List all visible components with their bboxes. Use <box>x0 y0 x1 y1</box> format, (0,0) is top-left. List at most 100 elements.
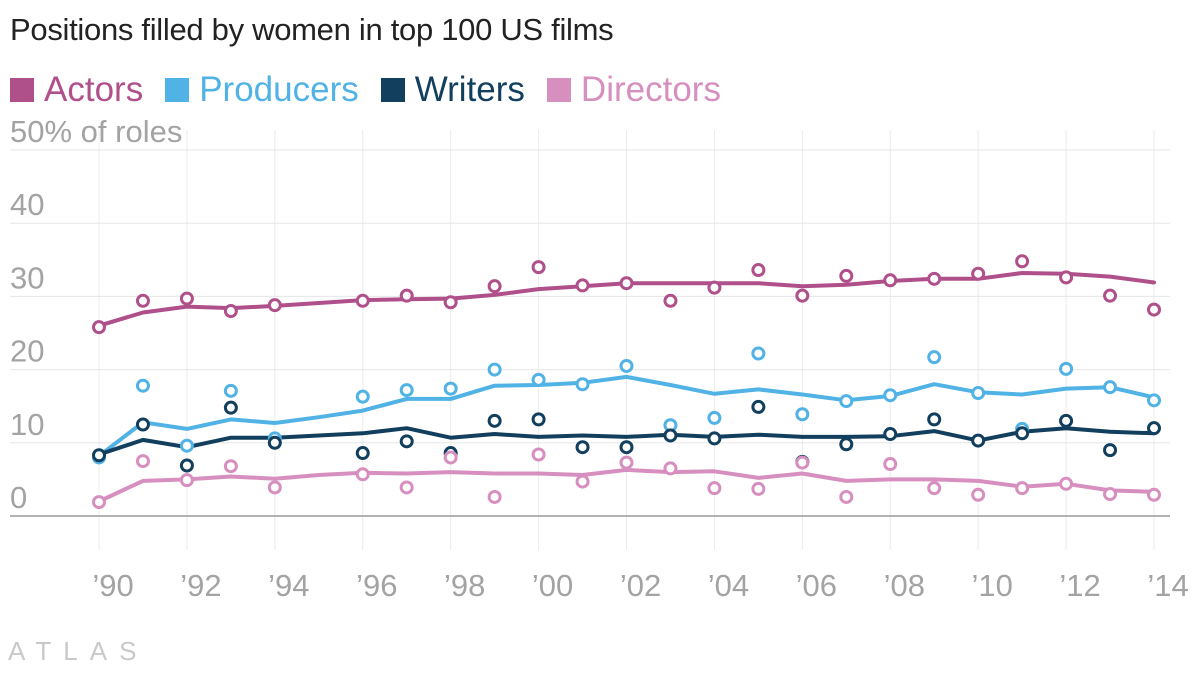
data-point-producers-2001 <box>575 377 590 392</box>
data-point-producers-1998 <box>443 381 458 396</box>
data-point-producers-2000 <box>531 372 546 387</box>
data-point-writers-2009 <box>927 412 942 427</box>
data-point-writers-1996 <box>355 446 370 461</box>
legend-label-directors: Directors <box>580 70 721 109</box>
data-point-directors-2007 <box>839 489 854 504</box>
data-point-actors-1991 <box>135 293 150 308</box>
legend-item-actors: Actors <box>10 70 143 110</box>
data-point-directors-1992 <box>179 473 194 488</box>
data-point-producers-2009 <box>927 350 942 365</box>
series-line-directors <box>97 467 1156 504</box>
data-point-writers-2008 <box>883 427 898 442</box>
y-tick-label-0: 0 <box>10 480 27 515</box>
data-point-writers-1993 <box>223 400 238 415</box>
data-point-actors-1997 <box>399 288 414 303</box>
data-point-directors-1994 <box>267 480 282 495</box>
legend-swatch-directors <box>546 78 571 102</box>
x-tick-label-5: ’00 <box>532 568 573 603</box>
legend-swatch-actors <box>10 78 34 102</box>
data-point-writers-2013 <box>1103 443 1118 458</box>
y-tick-label-2: 20 <box>10 334 44 369</box>
data-point-actors-1994 <box>267 298 282 313</box>
data-point-directors-2001 <box>575 474 590 489</box>
data-point-actors-1996 <box>355 293 370 308</box>
data-point-actors-2010 <box>971 266 986 281</box>
data-point-directors-2014 <box>1147 487 1161 502</box>
data-point-directors-1997 <box>399 480 414 495</box>
y-tick-label-1: 10 <box>10 407 44 442</box>
legend-item-writers: Writers <box>380 70 525 110</box>
x-tick-label-6: ’02 <box>620 568 661 603</box>
data-point-actors-2000 <box>531 260 546 275</box>
data-point-producers-2006 <box>795 407 810 422</box>
data-point-producers-1991 <box>135 378 150 393</box>
data-point-actors-2011 <box>1015 254 1030 269</box>
data-point-actors-1999 <box>487 279 502 294</box>
data-point-actors-2002 <box>619 276 634 291</box>
legend-item-directors: Directors <box>546 70 721 110</box>
data-point-directors-2012 <box>1059 476 1074 491</box>
data-point-actors-2001 <box>575 278 590 293</box>
data-point-actors-2008 <box>883 273 898 288</box>
data-point-directors-2010 <box>971 487 986 502</box>
data-point-directors-2003 <box>663 461 678 476</box>
x-tick-label-3: ’96 <box>356 568 397 603</box>
data-point-producers-2004 <box>707 410 722 425</box>
data-point-writers-1994 <box>267 435 282 450</box>
legend-label-producers: Producers <box>199 70 359 109</box>
data-point-producers-2007 <box>839 394 854 409</box>
x-tick-label-0: ’90 <box>92 568 133 603</box>
data-point-actors-2005 <box>751 263 766 278</box>
data-point-producers-1999 <box>487 362 502 377</box>
atlas-logo: ATLAS <box>8 636 149 666</box>
data-point-writers-2004 <box>707 431 722 446</box>
data-point-writers-2007 <box>839 437 854 452</box>
data-point-writers-2001 <box>575 440 590 455</box>
data-point-producers-1992 <box>179 438 194 453</box>
data-point-actors-2009 <box>927 271 942 286</box>
legend-item-producers: Producers <box>165 70 359 110</box>
x-tick-label-7: ’04 <box>708 568 749 603</box>
data-point-actors-1998 <box>443 295 458 310</box>
data-point-producers-1993 <box>223 383 238 398</box>
data-point-writers-2000 <box>531 412 546 427</box>
data-point-directors-1993 <box>223 459 238 474</box>
data-point-writers-2011 <box>1015 426 1030 441</box>
data-point-producers-2010 <box>971 386 986 401</box>
data-point-actors-2013 <box>1103 288 1118 303</box>
data-point-producers-2005 <box>751 346 766 361</box>
data-point-writers-2010 <box>971 433 986 448</box>
x-tick-label-11: ’12 <box>1059 568 1100 603</box>
data-point-actors-1992 <box>179 291 194 306</box>
data-point-directors-2006 <box>795 455 810 470</box>
y-tick-label-5: 50% of roles <box>10 114 182 149</box>
data-point-writers-1997 <box>399 434 414 449</box>
chart-title: Positions filled by women in top 100 US … <box>10 12 614 47</box>
y-tick-label-3: 30 <box>10 260 44 295</box>
data-point-directors-2008 <box>883 457 898 472</box>
data-point-producers-2014 <box>1147 393 1161 408</box>
data-point-actors-2014 <box>1147 302 1161 317</box>
data-point-writers-2005 <box>751 399 766 414</box>
x-tick-label-12: ’14 <box>1147 568 1188 603</box>
data-point-producers-2002 <box>619 358 634 373</box>
y-tick-label-4: 40 <box>10 187 44 222</box>
legend-swatch-producers <box>165 78 190 102</box>
data-point-writers-2002 <box>619 440 634 455</box>
data-point-producers-1997 <box>399 383 414 398</box>
data-point-actors-2004 <box>707 280 722 295</box>
legend-label-actors: Actors <box>44 70 144 109</box>
data-point-directors-2002 <box>619 455 634 470</box>
x-tick-label-4: ’98 <box>444 568 485 603</box>
data-point-actors-2012 <box>1059 270 1074 285</box>
data-point-writers-1992 <box>179 458 194 473</box>
data-point-writers-2003 <box>663 428 678 443</box>
data-point-producers-2013 <box>1103 380 1118 395</box>
x-tick-label-1: ’92 <box>180 568 221 603</box>
data-point-producers-2008 <box>883 388 898 403</box>
data-point-writers-1999 <box>487 413 502 428</box>
x-tick-label-10: ’10 <box>971 568 1012 603</box>
data-point-directors-2013 <box>1103 487 1118 502</box>
data-point-writers-2014 <box>1147 421 1161 436</box>
data-point-directors-2009 <box>927 481 942 496</box>
